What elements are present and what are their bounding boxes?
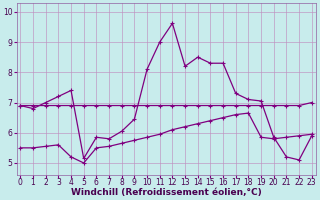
X-axis label: Windchill (Refroidissement éolien,°C): Windchill (Refroidissement éolien,°C) [71, 188, 261, 197]
